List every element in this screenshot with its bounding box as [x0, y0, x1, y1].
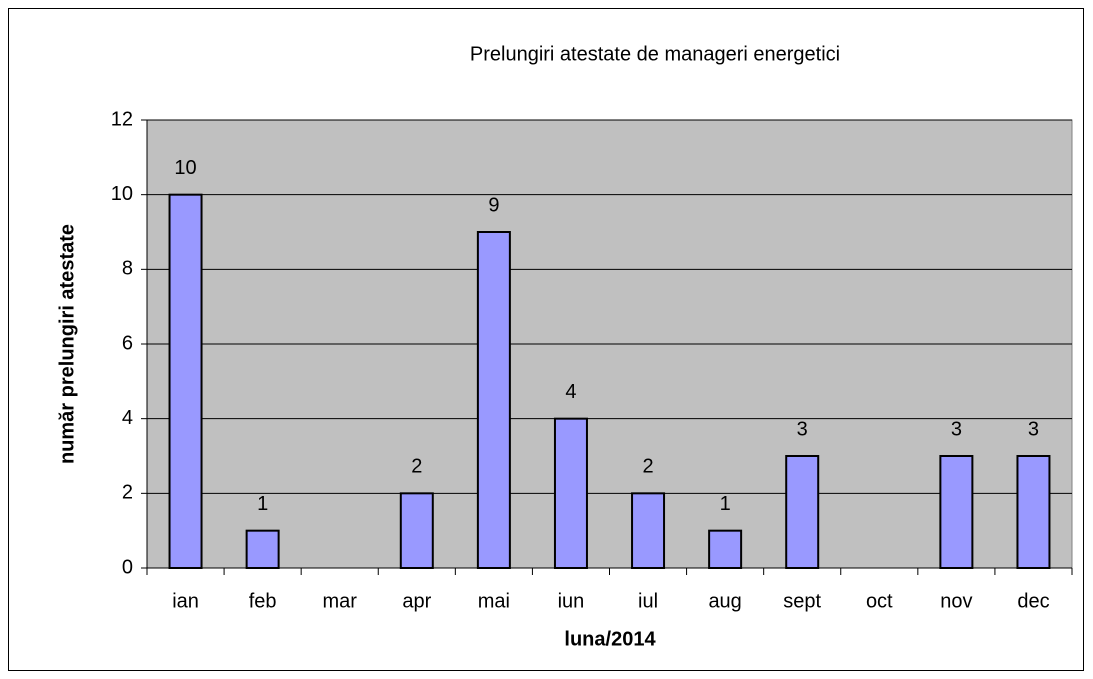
bar — [399, 492, 434, 570]
data-label: 2 — [642, 456, 653, 478]
chart-title: Prelungiri atestate de manageri energeti… — [470, 43, 840, 65]
x-tick-label: feb — [249, 590, 277, 612]
x-tick-label: dec — [1017, 590, 1049, 612]
y-tick-label: 6 — [122, 332, 133, 354]
y-axis-label: număr prelungiri atestate — [56, 224, 78, 464]
y-tick-label: 4 — [122, 407, 133, 429]
data-label: 2 — [411, 456, 422, 478]
bar — [1016, 455, 1051, 569]
x-axis-label: luna/2014 — [564, 628, 656, 650]
x-tick-label: iul — [638, 590, 658, 612]
bar — [476, 231, 511, 569]
bar — [245, 529, 280, 570]
x-tick-label: ian — [172, 590, 199, 612]
y-tick-label: 2 — [122, 482, 133, 504]
data-label: 9 — [488, 194, 499, 216]
data-label: 3 — [797, 418, 808, 440]
x-tick-label: mai — [478, 590, 510, 612]
data-label: 10 — [174, 157, 196, 179]
bar — [785, 455, 820, 569]
data-label: 1 — [720, 493, 731, 515]
x-tick-label: apr — [402, 590, 431, 612]
x-tick-label: mar — [322, 590, 357, 612]
x-tick-label: iun — [558, 590, 585, 612]
y-tick-label: 0 — [122, 556, 133, 578]
data-label: 3 — [1028, 418, 1039, 440]
x-tick-label: sept — [783, 590, 821, 612]
y-tick-label: 12 — [111, 108, 133, 130]
bar — [168, 193, 203, 570]
data-label: 4 — [565, 381, 576, 403]
bar — [553, 417, 588, 569]
x-tick-label: aug — [708, 590, 741, 612]
y-tick-label: 10 — [111, 183, 133, 205]
y-tick-label: 8 — [122, 258, 133, 280]
bar — [939, 455, 974, 569]
x-tick-label: nov — [940, 590, 972, 612]
data-label: 1 — [257, 493, 268, 515]
bar — [708, 529, 743, 570]
x-tick-label: oct — [866, 590, 893, 612]
data-label: 3 — [951, 418, 962, 440]
bar — [631, 492, 666, 570]
